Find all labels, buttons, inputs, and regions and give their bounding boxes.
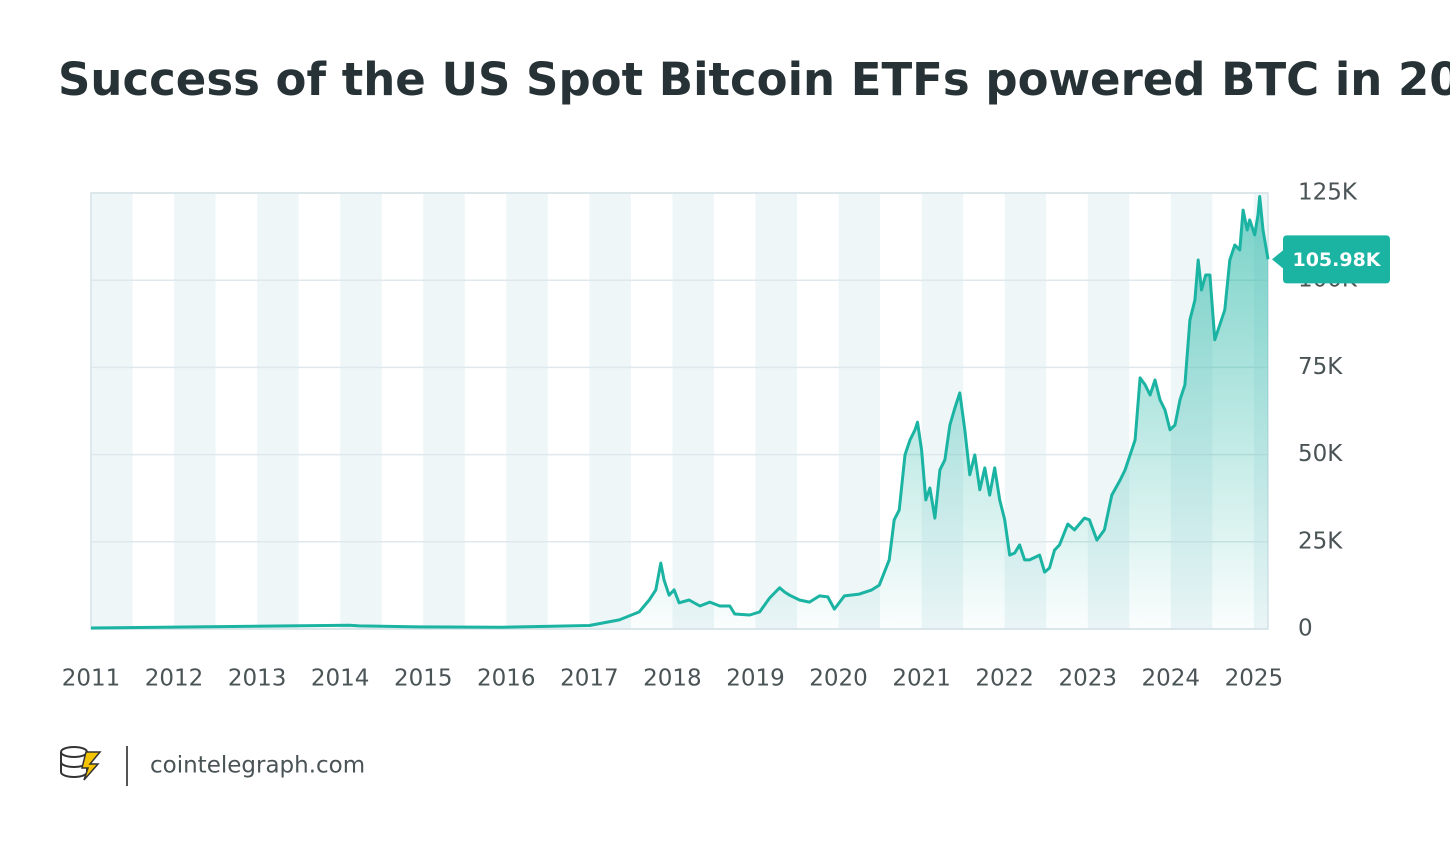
year-band (174, 193, 216, 629)
x-tick-label: 2014 (311, 666, 370, 692)
x-tick-label: 2025 (1225, 666, 1284, 692)
year-band (257, 193, 299, 629)
x-tick-label: 2019 (726, 666, 785, 692)
year-band (672, 193, 714, 629)
last-value-label: 105.98K (1292, 249, 1381, 271)
x-tick-label: 2013 (228, 666, 287, 692)
chart-title: Success of the US Spot Bitcoin ETFs powe… (58, 53, 1450, 106)
x-tick-label: 2015 (394, 666, 453, 692)
year-band (589, 193, 631, 629)
x-tick-label: 2018 (643, 666, 702, 692)
y-tick-label: 25K (1298, 528, 1343, 554)
x-tick-label: 2022 (975, 666, 1034, 692)
plot (90, 192, 1270, 630)
x-tick-label: 2023 (1058, 666, 1117, 692)
x-tick-label: 2016 (477, 666, 536, 692)
y-tick-label: 75K (1298, 354, 1343, 380)
x-tick-label: 2021 (892, 666, 951, 692)
y-tick-label: 50K (1298, 441, 1343, 467)
year-band (755, 193, 798, 629)
x-tick-label: 2024 (1142, 666, 1201, 692)
y-tick-label: 125K (1298, 180, 1358, 206)
area (91, 196, 1268, 629)
price-line (90, 195, 1270, 630)
year-band (506, 193, 548, 629)
x-tick-label: 2012 (145, 666, 204, 692)
year-band (91, 193, 133, 629)
year-band (423, 193, 465, 629)
x-tick-label: 2017 (560, 666, 619, 692)
year-band (838, 193, 881, 629)
y-tick-label: 0 (1298, 616, 1313, 642)
logo (60, 746, 128, 786)
x-tick-label: 2020 (809, 666, 868, 692)
x-tick-label: 2011 (62, 666, 121, 692)
source: cointelegraph.com (150, 753, 365, 779)
year-band (340, 193, 382, 629)
last-value-tag (1272, 235, 1390, 284)
